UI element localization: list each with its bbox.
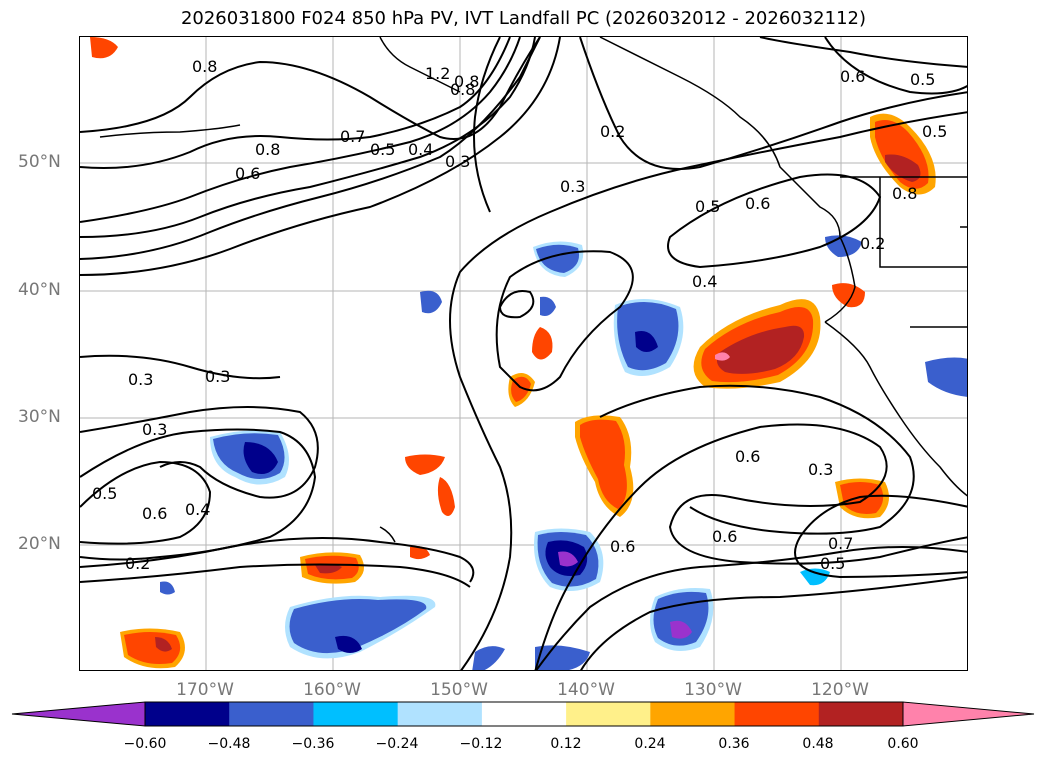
contour-label: 0.8 — [450, 80, 475, 99]
contour-label: 0.5 — [92, 484, 117, 503]
ivt-shading — [90, 37, 967, 670]
contour-label: 0.5 — [922, 122, 947, 141]
map-panel: 0.8 0.8 1.2 0.8 0.7 0.8 0.5 0.4 0.3 0.6 … — [79, 36, 968, 671]
colorbar-outline — [144, 701, 904, 727]
contour-label: 0.8 — [192, 57, 217, 76]
colorbar-tick: −0.60 — [123, 736, 167, 752]
contour-label: 0.3 — [128, 370, 153, 389]
contour-label: 0.2 — [860, 234, 885, 253]
contour-label: 0.4 — [692, 272, 717, 291]
colorbar-tick: −0.24 — [375, 736, 419, 752]
colorbar-tick: −0.48 — [207, 736, 251, 752]
contour-label: 0.4 — [408, 140, 433, 159]
lat-label-50n: 50°N — [18, 152, 61, 172]
lon-label-150w: 150°W — [430, 680, 488, 700]
contour-label-layer: 0.8 0.8 1.2 0.8 0.7 0.8 0.5 0.4 0.3 0.6 … — [92, 57, 947, 573]
lat-label-30n: 30°N — [18, 407, 61, 427]
lon-label-140w: 140°W — [557, 680, 615, 700]
map-canvas: 0.8 0.8 1.2 0.8 0.7 0.8 0.5 0.4 0.3 0.6 … — [80, 37, 967, 670]
colorbar-segment — [650, 702, 736, 726]
contour-label: 0.2 — [125, 554, 150, 573]
lon-label-170w: 170°W — [176, 680, 234, 700]
negative-anomaly — [160, 235, 967, 670]
lon-label-120w: 120°W — [811, 680, 869, 700]
contour-label: 0.3 — [142, 420, 167, 439]
contour-label: 0.2 — [600, 122, 625, 141]
contour-label: 0.6 — [840, 67, 865, 86]
contour-label: 0.5 — [695, 197, 720, 216]
colorbar-tick: 0.12 — [550, 736, 582, 752]
contour-label: 0.6 — [712, 527, 737, 546]
contour-label: 0.5 — [910, 70, 935, 89]
lon-label-130w: 130°W — [684, 680, 742, 700]
contour-label: 0.3 — [808, 460, 833, 479]
contour-label: 0.6 — [745, 194, 770, 213]
contour-label: 0.5 — [370, 140, 395, 159]
colorbar-segment — [397, 702, 483, 726]
colorbar-segment — [313, 702, 399, 726]
colorbar — [11, 701, 1035, 727]
lat-label-20n: 20°N — [18, 534, 61, 554]
positive-anomaly — [90, 37, 936, 669]
contour-label: 0.6 — [610, 537, 635, 556]
pv-contours — [80, 37, 967, 670]
colorbar-segment — [566, 702, 651, 726]
colorbar-segment — [229, 702, 314, 726]
contour-label: 0.3 — [445, 152, 470, 171]
lon-label-160w: 160°W — [303, 680, 361, 700]
colorbar-extend-right — [902, 701, 1035, 727]
colorbar-segments — [145, 702, 904, 726]
contour-label: 0.6 — [735, 447, 760, 466]
contour-label: 0.3 — [560, 177, 585, 196]
contour-label: 0.8 — [454, 72, 479, 91]
map-title: 2026031800 F024 850 hPa PV, IVT Landfall… — [180, 8, 867, 29]
colorbar-tick: 0.36 — [718, 736, 750, 752]
colorbar-segment — [734, 702, 820, 726]
contour-label: 0.7 — [340, 127, 365, 146]
lat-label-40n: 40°N — [18, 280, 61, 300]
colorbar-extend-left — [11, 701, 146, 727]
contour-label: 0.8 — [255, 140, 280, 159]
contour-label: 0.7 — [828, 534, 853, 553]
colorbar-tick: −0.12 — [459, 736, 503, 752]
contour-label: 0.8 — [892, 184, 917, 203]
coastlines — [99, 37, 967, 543]
colorbar-tick: 0.24 — [634, 736, 666, 752]
contour-label: 0.3 — [205, 367, 230, 386]
contour-label: 0.4 — [185, 500, 210, 519]
colorbar-tick: −0.36 — [291, 736, 335, 752]
colorbar-tick: 0.60 — [887, 736, 919, 752]
contour-label: 1.2 — [425, 64, 450, 83]
colorbar-segment — [145, 702, 230, 726]
colorbar-segment — [818, 702, 904, 726]
contour-label: 0.6 — [235, 164, 260, 183]
colorbar-tick: 0.48 — [802, 736, 834, 752]
contour-label: 0.6 — [142, 504, 167, 523]
contour-label: 0.5 — [820, 554, 845, 573]
colorbar-segment — [481, 702, 567, 726]
